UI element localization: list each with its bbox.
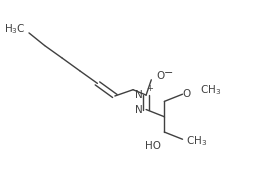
Text: CH$_3$: CH$_3$ [200, 83, 221, 97]
Text: HO: HO [145, 141, 161, 151]
Text: CH$_3$: CH$_3$ [186, 134, 208, 148]
Text: N: N [135, 104, 143, 115]
Text: O: O [156, 71, 164, 81]
Text: H$_3$C: H$_3$C [4, 23, 25, 36]
Text: O: O [182, 89, 190, 99]
Text: −: − [164, 68, 173, 78]
Text: +: + [147, 84, 153, 93]
Text: N: N [135, 90, 143, 100]
